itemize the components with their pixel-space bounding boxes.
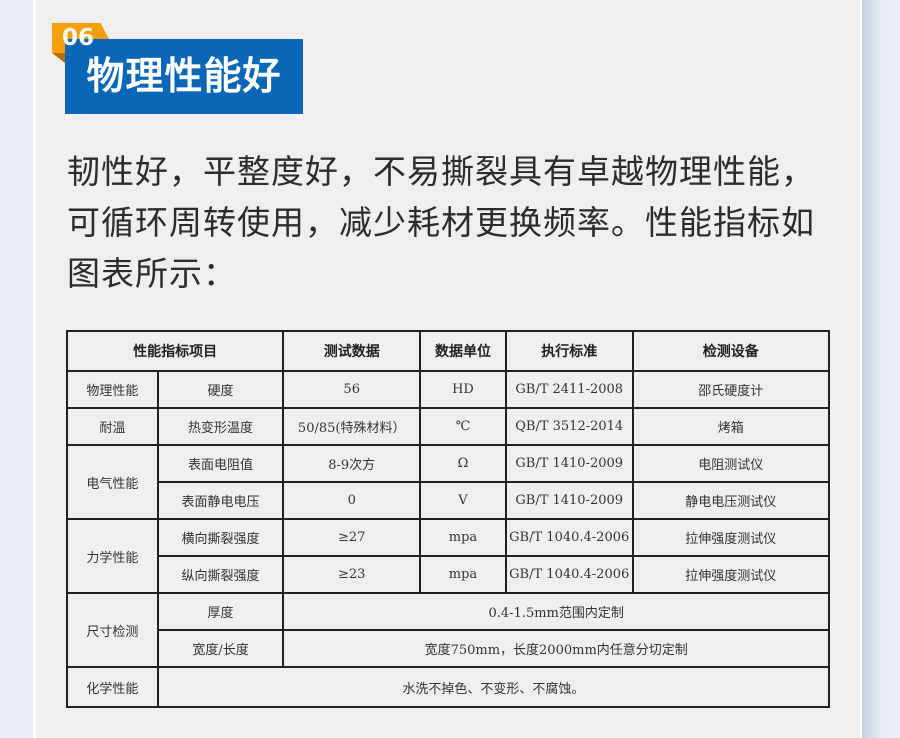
section-title: 物理性能好 [65,39,303,114]
header-device: 检测设备 [631,330,831,372]
unit-cell: mpa [419,555,507,594]
table-row: 耐温 热变形温度 50/85(特殊材料） ℃ QB/T 3512-2014 烤箱 [66,407,831,446]
unit-cell: ℃ [419,407,507,446]
table-header-row: 性能指标项目 测试数据 数据单位 执行标准 检测设备 [65,330,831,372]
table-row: 纵向撕裂强度 ≥23 mpa GB/T 1040.4-2006 拉伸强度测试仪 [67,555,831,594]
header-item: 性能指标项目 [65,330,285,372]
group-cell: 耐温 [66,407,159,446]
badge-fold [52,53,65,63]
standard-cell: GB/T 2411-2008 [504,370,634,409]
standard-cell: GB/T 1040.4-2006 [504,518,634,557]
item-cell: 厚度 [156,592,285,631]
header-unit: 数据单位 [419,330,507,372]
item-cell: 热变形温度 [156,407,285,446]
table-row: 宽度/长度 宽度750mm，长度2000mm内任意分切定制 [67,629,830,668]
item-cell: 横向撕裂强度 [156,518,285,557]
header-standard: 执行标准 [504,330,634,372]
group-cell: 力学性能 [66,518,159,594]
performance-table: 性能指标项目 测试数据 数据单位 执行标准 检测设备 物理性能 硬度 56 HD… [65,330,831,708]
value-cell: 8-9次方 [282,444,422,483]
group-cell: 化学性能 [66,666,159,708]
group-cell: 物理性能 [66,370,159,409]
standard-cell: GB/T 1410-2009 [504,481,634,520]
device-cell: 拉伸强度测试仪 [631,518,831,557]
item-cell: 纵向撕裂强度 [156,555,285,594]
group-cell: 电气性能 [66,444,159,520]
table-row: 尺寸检测 厚度 0.4-1.5mm范围内定制 [66,592,830,668]
panel-shadow [862,0,882,738]
header-value: 测试数据 [282,330,422,372]
device-cell: 静电电压测试仪 [631,481,831,520]
unit-cell: mpa [419,518,507,557]
table-row: 物理性能 硬度 56 HD GB/T 2411-2008 邵氏硬度计 [66,370,831,409]
unit-cell: V [419,481,507,520]
merged-cell: 水洗不掉色、不变形、不腐蚀。 [156,666,831,708]
merged-cell: 宽度750mm，长度2000mm内任意分切定制 [282,629,830,668]
item-cell: 表面电阻值 [156,444,285,483]
merged-cell: 0.4-1.5mm范围内定制 [282,592,830,631]
item-cell: 宽度/长度 [156,629,285,668]
unit-cell: HD [419,370,507,409]
value-cell: ≥23 [282,555,422,594]
table-row: 化学性能 水洗不掉色、不变形、不腐蚀。 [66,666,831,708]
standard-cell: GB/T 1410-2009 [504,444,634,483]
item-cell: 硬度 [156,370,285,409]
table-row: 力学性能 横向撕裂强度 ≥27 mpa GB/T 1040.4-2006 拉伸强… [66,518,831,594]
unit-cell: Ω [419,444,507,483]
standard-cell: QB/T 3512-2014 [504,407,634,446]
value-cell: 56 [282,370,422,409]
device-cell: 烤箱 [631,407,831,446]
value-cell: 50/85(特殊材料） [282,407,422,446]
value-cell: 0 [282,481,422,520]
value-cell: ≥27 [282,518,422,557]
table-row: 表面静电电压 0 V GB/T 1410-2009 静电电压测试仪 [67,481,831,520]
device-cell: 拉伸强度测试仪 [631,555,831,594]
group-cell: 尺寸检测 [66,592,159,668]
section-number: 06 [62,25,95,51]
device-cell: 邵氏硬度计 [631,370,831,409]
item-cell: 表面静电电压 [156,481,285,520]
standard-cell: GB/T 1040.4-2006 [504,555,634,594]
description-text: 韧性好，平整度好，不易撕裂具有卓越物理性能，可循环周转使用，减少耗材更换频率。性… [67,152,815,293]
table-row: 电气性能 表面电阻值 8-9次方 Ω GB/T 1410-2009 电阻测试仪 [66,444,831,520]
device-cell: 电阻测试仪 [631,444,831,483]
